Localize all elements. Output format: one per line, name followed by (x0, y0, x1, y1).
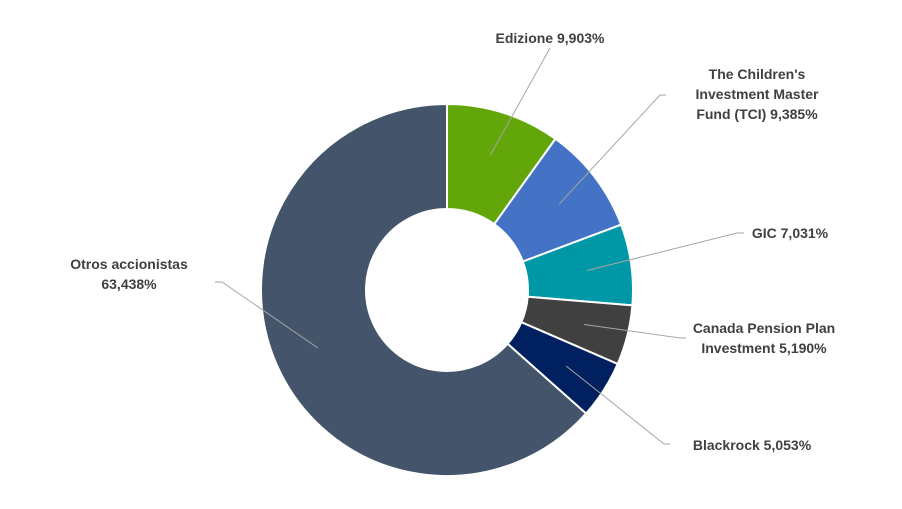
data-label-otros-accionistas: Otros accionistas 63,438% (70, 256, 188, 292)
data-label-line: GIC 7,031% (752, 225, 829, 241)
data-label-edizione: Edizione 9,903% (496, 30, 605, 46)
slices-layer (260, 102, 634, 477)
leader-lines-layer (215, 47, 744, 445)
leader-line-gic (587, 232, 744, 272)
data-label-the-children-s-investment-master-fund-tci: The Children's Investment Master Fund (TCI… (696, 66, 819, 122)
data-label-line: Otros accionistas (70, 256, 188, 272)
leader-line-otros-accionistas (215, 281, 319, 349)
leader-line-the-children-s-investment-master-fund-tci (558, 94, 666, 205)
slice-otros-accionistas (260, 102, 588, 477)
leader-line-canada-pension-plan-investment (584, 323, 686, 339)
data-label-blackrock: Blackrock 5,053% (693, 437, 812, 453)
leader-line-edizione (489, 47, 551, 156)
data-label-line: Canada Pension Plan (693, 320, 835, 336)
data-label-line: The Children's (709, 66, 806, 82)
data-label-line: Investment 5,190% (701, 340, 827, 356)
leader-line-blackrock (565, 365, 670, 445)
data-label-line: 63,438% (101, 276, 157, 292)
labels-layer: Edizione 9,903% The Children's Investment … (70, 30, 835, 453)
data-label-line: Investment Master (696, 86, 819, 102)
data-label-gic: GIC 7,031% (752, 225, 829, 241)
data-label-line: Blackrock 5,053% (693, 437, 812, 453)
data-label-line: Fund (TCI) 9,385% (696, 106, 818, 122)
data-label-line: Edizione 9,903% (496, 30, 605, 46)
data-label-canada-pension-plan-investment: Canada Pension Plan Investment 5,190% (693, 320, 835, 356)
